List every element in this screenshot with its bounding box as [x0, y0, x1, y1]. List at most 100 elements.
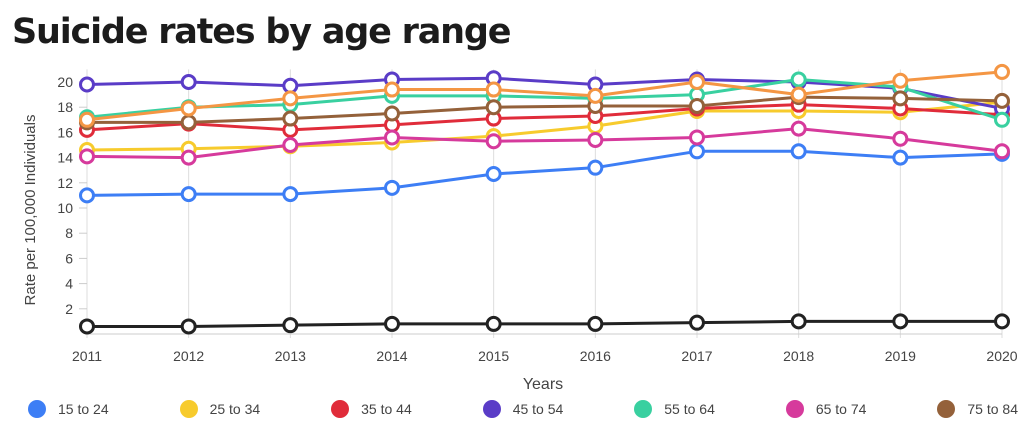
data-point[interactable] — [282, 110, 299, 127]
data-point[interactable] — [282, 77, 299, 94]
data-point[interactable] — [689, 143, 705, 160]
data-point[interactable] — [994, 111, 1010, 128]
data-point[interactable] — [790, 120, 807, 137]
legend-swatch — [785, 400, 804, 418]
legend-swatch — [634, 400, 653, 418]
x-axis-label: Years — [523, 376, 563, 393]
data-point[interactable] — [689, 74, 705, 90]
data-point[interactable] — [587, 131, 604, 148]
legend-item[interactable]: 35 to 44 — [331, 400, 412, 418]
data-point[interactable] — [180, 149, 197, 166]
legend-swatch — [331, 400, 350, 418]
data-point[interactable] — [994, 313, 1010, 330]
data-point[interactable] — [790, 86, 807, 103]
data-point[interactable] — [892, 149, 909, 166]
data-point[interactable] — [79, 148, 95, 165]
legend-item[interactable]: 75 to 84 — [937, 400, 1018, 418]
x-tick-label: 2016 — [580, 348, 611, 364]
data-point[interactable] — [994, 143, 1010, 160]
y-tick-label: 14 — [57, 150, 73, 166]
data-point[interactable] — [790, 143, 807, 160]
data-point[interactable] — [79, 187, 95, 204]
data-point[interactable] — [790, 313, 807, 330]
legend-item[interactable]: 65 to 74 — [785, 400, 867, 418]
data-point[interactable] — [282, 90, 299, 107]
data-point[interactable] — [180, 114, 197, 131]
x-tick-label: 2012 — [173, 348, 204, 364]
legend-label: 65 to 74 — [815, 401, 867, 417]
data-point[interactable] — [180, 186, 197, 203]
legend-swatch — [482, 400, 501, 418]
data-point[interactable] — [485, 99, 502, 116]
data-point[interactable] — [384, 315, 400, 332]
legend-label: 75 to 84 — [967, 401, 1018, 417]
legend-item[interactable]: 15 to 24 — [28, 400, 109, 418]
data-point[interactable] — [180, 318, 197, 335]
data-point[interactable] — [587, 87, 604, 104]
series-line — [86, 103, 1003, 132]
series-1 — [79, 143, 1010, 204]
data-point[interactable] — [384, 129, 400, 146]
legend-label: 45 to 54 — [512, 401, 564, 417]
legend-swatch — [28, 400, 46, 418]
series-line — [86, 70, 1003, 122]
x-tick-label: 2011 — [72, 348, 102, 364]
data-point[interactable] — [994, 63, 1010, 80]
y-axis-label: Rate per 100,000 Individuals — [22, 115, 39, 306]
series-line — [87, 319, 1002, 328]
data-point[interactable] — [180, 74, 197, 90]
legend-label: 55 to 64 — [664, 401, 715, 417]
y-tick-label: 2 — [65, 301, 73, 317]
data-point[interactable] — [485, 315, 502, 332]
y-tick-label: 16 — [57, 124, 73, 140]
series-line — [86, 76, 1003, 110]
data-point[interactable] — [892, 72, 909, 89]
x-tick-label: 2018 — [783, 348, 814, 364]
data-point[interactable] — [689, 314, 705, 331]
legend-item[interactable]: 45 to 54 — [482, 400, 564, 418]
data-point[interactable] — [180, 100, 197, 117]
data-point[interactable] — [689, 97, 705, 114]
data-point[interactable] — [587, 159, 604, 176]
legend-item[interactable]: 55 to 64 — [634, 400, 715, 418]
data-point[interactable] — [282, 137, 299, 153]
data-point[interactable] — [587, 315, 604, 332]
legend-swatch — [179, 400, 198, 418]
data-point[interactable] — [282, 186, 299, 203]
legend-label: 25 to 34 — [209, 401, 261, 417]
legend-label: 15 to 24 — [58, 401, 109, 417]
legend-item[interactable]: 25 to 34 — [179, 400, 261, 418]
legend-swatch — [937, 400, 956, 418]
y-tick-label: 12 — [57, 175, 73, 191]
y-tick-label: 8 — [65, 225, 73, 241]
data-point[interactable] — [384, 81, 400, 98]
data-point[interactable] — [790, 71, 807, 88]
x-tick-label: 2020 — [986, 348, 1017, 364]
series-line — [86, 127, 1003, 160]
data-point[interactable] — [689, 129, 705, 146]
data-point[interactable] — [79, 111, 95, 128]
series-line — [86, 149, 1003, 197]
data-point[interactable] — [79, 318, 95, 335]
data-point[interactable] — [79, 76, 95, 93]
series-6 — [79, 120, 1010, 166]
data-point[interactable] — [892, 90, 909, 107]
data-point[interactable] — [384, 179, 400, 196]
y-tick-label: 10 — [57, 200, 73, 216]
data-point[interactable] — [892, 313, 909, 330]
data-point[interactable] — [994, 92, 1010, 109]
data-point[interactable] — [485, 165, 502, 182]
x-tick-label: 2014 — [376, 348, 407, 364]
grid-lines — [86, 69, 1003, 338]
legend-label: 35 to 44 — [361, 401, 412, 417]
y-axis-ticks: 2 4 6 8 10 12 14 16 18 20 — [57, 74, 87, 317]
data-point[interactable] — [485, 81, 502, 98]
x-tick-label: 2013 — [275, 348, 306, 364]
data-point[interactable] — [282, 317, 299, 334]
chart-title: Suicide rates by age range — [12, 12, 511, 52]
data-point[interactable] — [485, 133, 502, 150]
data-point[interactable] — [384, 105, 400, 122]
x-tick-label: 2017 — [681, 348, 712, 364]
data-point[interactable] — [892, 130, 909, 147]
series-9 — [79, 313, 1010, 335]
